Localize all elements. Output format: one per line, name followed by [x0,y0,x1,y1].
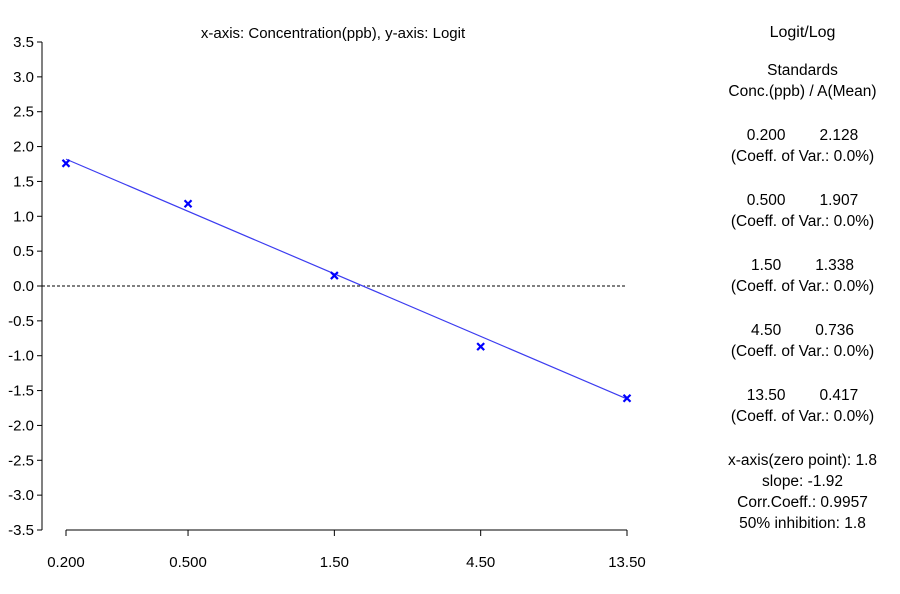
standard-conc: 13.50 [746,387,786,404]
standard-mean: 1.338 [815,257,854,274]
point-stroke [183,199,193,209]
y-tick-label: -2.0 [8,417,34,434]
data-point [183,199,193,209]
x-tick-label: 0.200 [47,554,85,571]
standard-entry: 0.500 1.907 (Coeff. of Var.: 0.0%) [700,190,900,232]
corr-coeff: Corr.Coeff.: 0.9957 [737,494,868,511]
x-tick-label: 4.50 [466,554,495,571]
standard-entry: 4.50 0.736 (Coeff. of Var.: 0.0%) [700,320,900,362]
data-point [330,271,339,280]
standard-mean: 2.128 [819,127,859,144]
fit-summary: x-axis(zero point): 1.8 slope: -1.92 Cor… [700,450,900,534]
x-tick-label: 0.500 [169,554,207,571]
standard-entry: 13.50 0.417 (Coeff. of Var.: 0.0%) [700,385,900,427]
standard-cv: (Coeff. of Var.: 0.0%) [730,278,875,295]
standard-values: 0.200 2.128 [700,125,900,146]
y-tick-label: 0.0 [13,278,34,295]
standard-mean: 1.907 [819,192,859,209]
standard-entry: 0.200 2.128 (Coeff. of Var.: 0.0%) [700,125,900,167]
y-tick-label: 1.0 [13,208,34,225]
standard-values: 4.50 0.736 [700,320,900,341]
columns-label: Conc.(ppb) / A(Mean) [728,83,877,100]
standard-conc: 1.50 [751,257,782,274]
y-tick-label: 1.5 [13,173,34,190]
y-tick-label: 2.5 [13,104,34,121]
standard-conc: 0.500 [746,192,786,209]
standard-entry: 1.50 1.338 (Coeff. of Var.: 0.0%) [700,255,900,297]
chart-axes: 3.5 3.0 2.5 2.0 1.5 1.0 0.5 0.0 -0.5 -1.0 -1.5 -2.0… [8,34,646,571]
y-tick-label: 3.5 [13,34,34,51]
standard-values: 0.500 1.907 [700,190,900,211]
y-tick-label: -3.5 [8,522,34,539]
standard-cv: (Coeff. of Var.: 0.0%) [730,343,875,360]
standards-label: Standards [767,62,838,79]
panel-heading: Logit/Log [769,24,836,41]
y-tick-label: -3.0 [8,487,34,504]
x-tick-label: 1.50 [320,554,349,571]
data-point [622,393,632,403]
y-tick-label: -1.0 [8,348,34,365]
y-tick-label: 3.0 [13,69,34,86]
logit-chart: x-axis: Concentration(ppb), y-axis: Logi… [8,25,646,571]
fit-line [65,158,628,400]
zero-point: x-axis(zero point): 1.8 [727,452,878,469]
data-point [61,159,71,168]
standards-list: 0.200 2.128 (Coeff. of Var.: 0.0%) 0.500 1.9… [700,125,900,427]
standard-conc: 0.200 [746,127,786,144]
chart-title: x-axis: Concentration(ppb), y-axis: Logi… [201,25,466,42]
y-tick-label: 2.0 [13,139,34,156]
y-tick-label: -0.5 [8,313,34,330]
data-point [476,342,485,351]
inhibition-50: 50% inhibition: 1.8 [739,515,866,532]
standard-cv: (Coeff. of Var.: 0.0%) [730,213,875,230]
standard-conc: 4.50 [751,322,782,339]
point-stroke [61,159,71,168]
standard-mean: 0.417 [819,387,859,404]
standard-mean: 0.736 [815,322,854,339]
standards-header: Standards Conc.(ppb) / A(Mean) [700,60,900,102]
standard-values: 13.50 0.417 [700,385,900,406]
x-tick-label: 13.50 [608,554,646,571]
y-tick-label: 0.5 [13,243,34,260]
y-tick-label: -2.5 [8,452,34,469]
slope: slope: -1.92 [762,473,843,490]
y-tick-label: -1.5 [8,383,34,400]
point-stroke [622,393,632,403]
standard-values: 1.50 1.338 [700,255,900,276]
point-stroke [330,271,339,280]
standard-cv: (Coeff. of Var.: 0.0%) [730,148,875,165]
standards-panel: Logit/Log Standards Conc.(ppb) / A(Mean)… [700,18,900,557]
point-stroke [476,342,485,351]
chart-marks [61,158,632,403]
standard-cv: (Coeff. of Var.: 0.0%) [730,408,875,425]
